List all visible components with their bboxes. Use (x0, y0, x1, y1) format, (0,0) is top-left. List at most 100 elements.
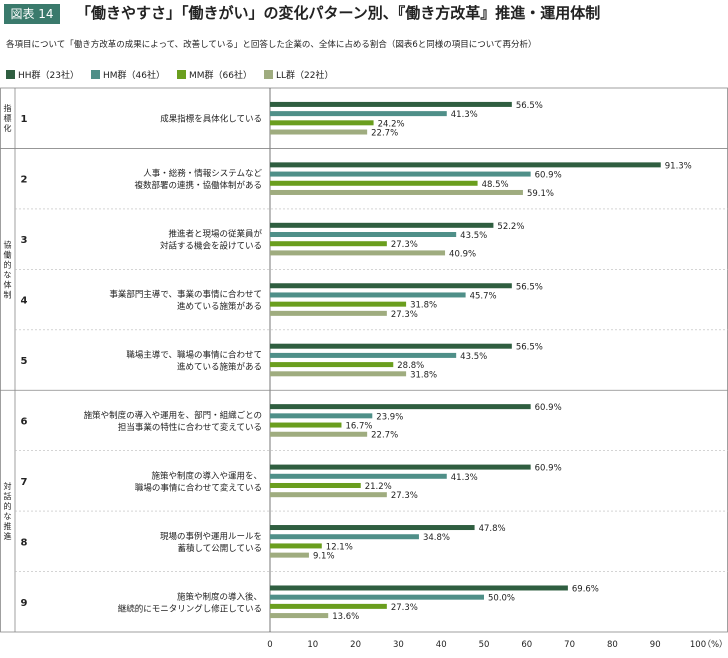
item-label: 施策や制度の導入後、 (177, 591, 262, 602)
x-tick-label: 100 (690, 640, 706, 650)
item-number: 7 (21, 477, 28, 488)
x-tick-label: 0 (267, 640, 272, 650)
data-label: 9.1% (313, 552, 335, 562)
bar (270, 413, 373, 419)
data-label: 41.3% (451, 110, 478, 120)
item-label: 事業部門主導で、事業の事情に合わせて (109, 289, 262, 300)
item-label: 担当事業の特性に合わせて変えている (118, 422, 262, 433)
item-label: 現場の事例や運用ルールを (160, 531, 262, 542)
bar (270, 431, 368, 437)
bar (270, 552, 309, 558)
group-label: 協働的な体制 (4, 239, 12, 299)
data-label: 16.7% (345, 422, 372, 432)
bar (270, 171, 531, 177)
item-number: 5 (21, 356, 28, 367)
item-label: 施策や制度の導入や運用を、部門・組織ごとの (84, 410, 262, 421)
legend-swatch-mm (177, 70, 186, 79)
data-label: 13.6% (332, 612, 359, 622)
item-label: 進めている施策がある (177, 301, 262, 312)
data-label: 48.5% (482, 180, 509, 190)
x-tick-label: 40 (436, 640, 447, 650)
data-label: 24.2% (378, 119, 405, 129)
data-label: 52.2% (497, 222, 524, 232)
bar (270, 613, 329, 619)
item-label: 推進者と現場の従業員が (168, 229, 262, 240)
data-label: 27.3% (391, 603, 418, 613)
bar (270, 594, 484, 600)
chart-frame (0, 87, 728, 633)
data-label: 12.1% (326, 542, 353, 552)
legend-item-hh: HH群（23社） (6, 68, 79, 81)
item-label: 職場主導で、職場の事情に合わせて (126, 350, 262, 361)
bar (270, 464, 531, 470)
x-axis-unit: （%） (702, 639, 727, 650)
data-label: 60.9% (535, 464, 562, 474)
bar (270, 543, 322, 549)
bar (270, 585, 568, 591)
data-label: 56.5% (516, 343, 543, 353)
item-label: 継続的にモニタリングし修正している (118, 603, 262, 614)
x-tick-label: 60 (521, 640, 532, 650)
data-label: 27.3% (391, 310, 418, 320)
legend-swatch-ll (263, 70, 273, 79)
item-number: 3 (21, 235, 28, 246)
item-number: 9 (21, 598, 28, 609)
bar (270, 603, 387, 609)
data-label: 45.7% (470, 291, 497, 301)
item-label: 進めている施策がある (177, 362, 262, 373)
data-label: 23.9% (376, 412, 403, 422)
data-label: 31.8% (410, 370, 437, 380)
bar (270, 473, 447, 479)
bar (270, 482, 361, 488)
data-label: 21.2% (365, 482, 392, 492)
data-label: 47.8% (479, 524, 506, 534)
bar (270, 241, 387, 247)
legend-item-mm: MM群（66社） (177, 68, 252, 81)
group-label: 対話的な推進 (4, 481, 12, 541)
x-tick-label: 50 (479, 640, 490, 650)
item-label: 成果指標を具体化している (160, 114, 262, 125)
data-label: 69.6% (572, 584, 599, 594)
data-label: 91.3% (665, 161, 692, 171)
legend-label-hh: HH群（23社） (18, 71, 79, 81)
data-label: 22.7% (371, 129, 398, 139)
x-tick-label: 20 (350, 640, 361, 650)
bar (270, 534, 419, 540)
figure-badge: 図表 14 (4, 4, 60, 24)
data-label: 34.8% (423, 533, 450, 543)
bar (270, 362, 394, 368)
legend-item-ll: LL群（22社） (263, 68, 333, 81)
item-number: 6 (21, 416, 28, 427)
bar (270, 371, 407, 377)
bar (270, 422, 342, 428)
data-label: 56.5% (516, 282, 543, 292)
item-label: 職場の事情に合わせて変えている (135, 482, 262, 493)
chart-subtitle: 各項目について「働き方改革の成果によって、改善している」と回答した企業の、全体に… (6, 40, 537, 50)
legend-label-mm: MM群（66社） (189, 71, 252, 81)
bar (270, 222, 494, 228)
item-label: 蓄積して公開している (178, 543, 263, 554)
data-label: 43.5% (460, 231, 487, 241)
legend-label-hm: HM群（46社） (103, 71, 165, 81)
x-tick-label: 70 (564, 640, 575, 650)
x-tick-label: 80 (607, 640, 618, 650)
bar (270, 292, 466, 298)
bar (270, 120, 374, 126)
data-label: 22.7% (371, 431, 398, 441)
chart-legend: HH群（23社） HM群（46社） MM群（66社） LL群（22社） (6, 68, 333, 81)
bar (270, 189, 523, 195)
item-number: 4 (21, 296, 28, 307)
item-label: 複数部署の連携・協働体制がある (134, 180, 262, 191)
group-label: 指標化 (4, 103, 12, 133)
data-label: 27.3% (391, 240, 418, 250)
data-label: 43.5% (460, 352, 487, 362)
data-label: 27.3% (391, 491, 418, 501)
legend-item-hm: HM群（46社） (91, 68, 165, 81)
bar (270, 310, 387, 316)
bar (270, 492, 387, 498)
data-label: 40.9% (449, 249, 476, 259)
bar (270, 525, 475, 531)
bar (270, 404, 531, 410)
item-label: 対話する機会を設けている (160, 241, 262, 252)
data-label: 60.9% (535, 403, 562, 413)
